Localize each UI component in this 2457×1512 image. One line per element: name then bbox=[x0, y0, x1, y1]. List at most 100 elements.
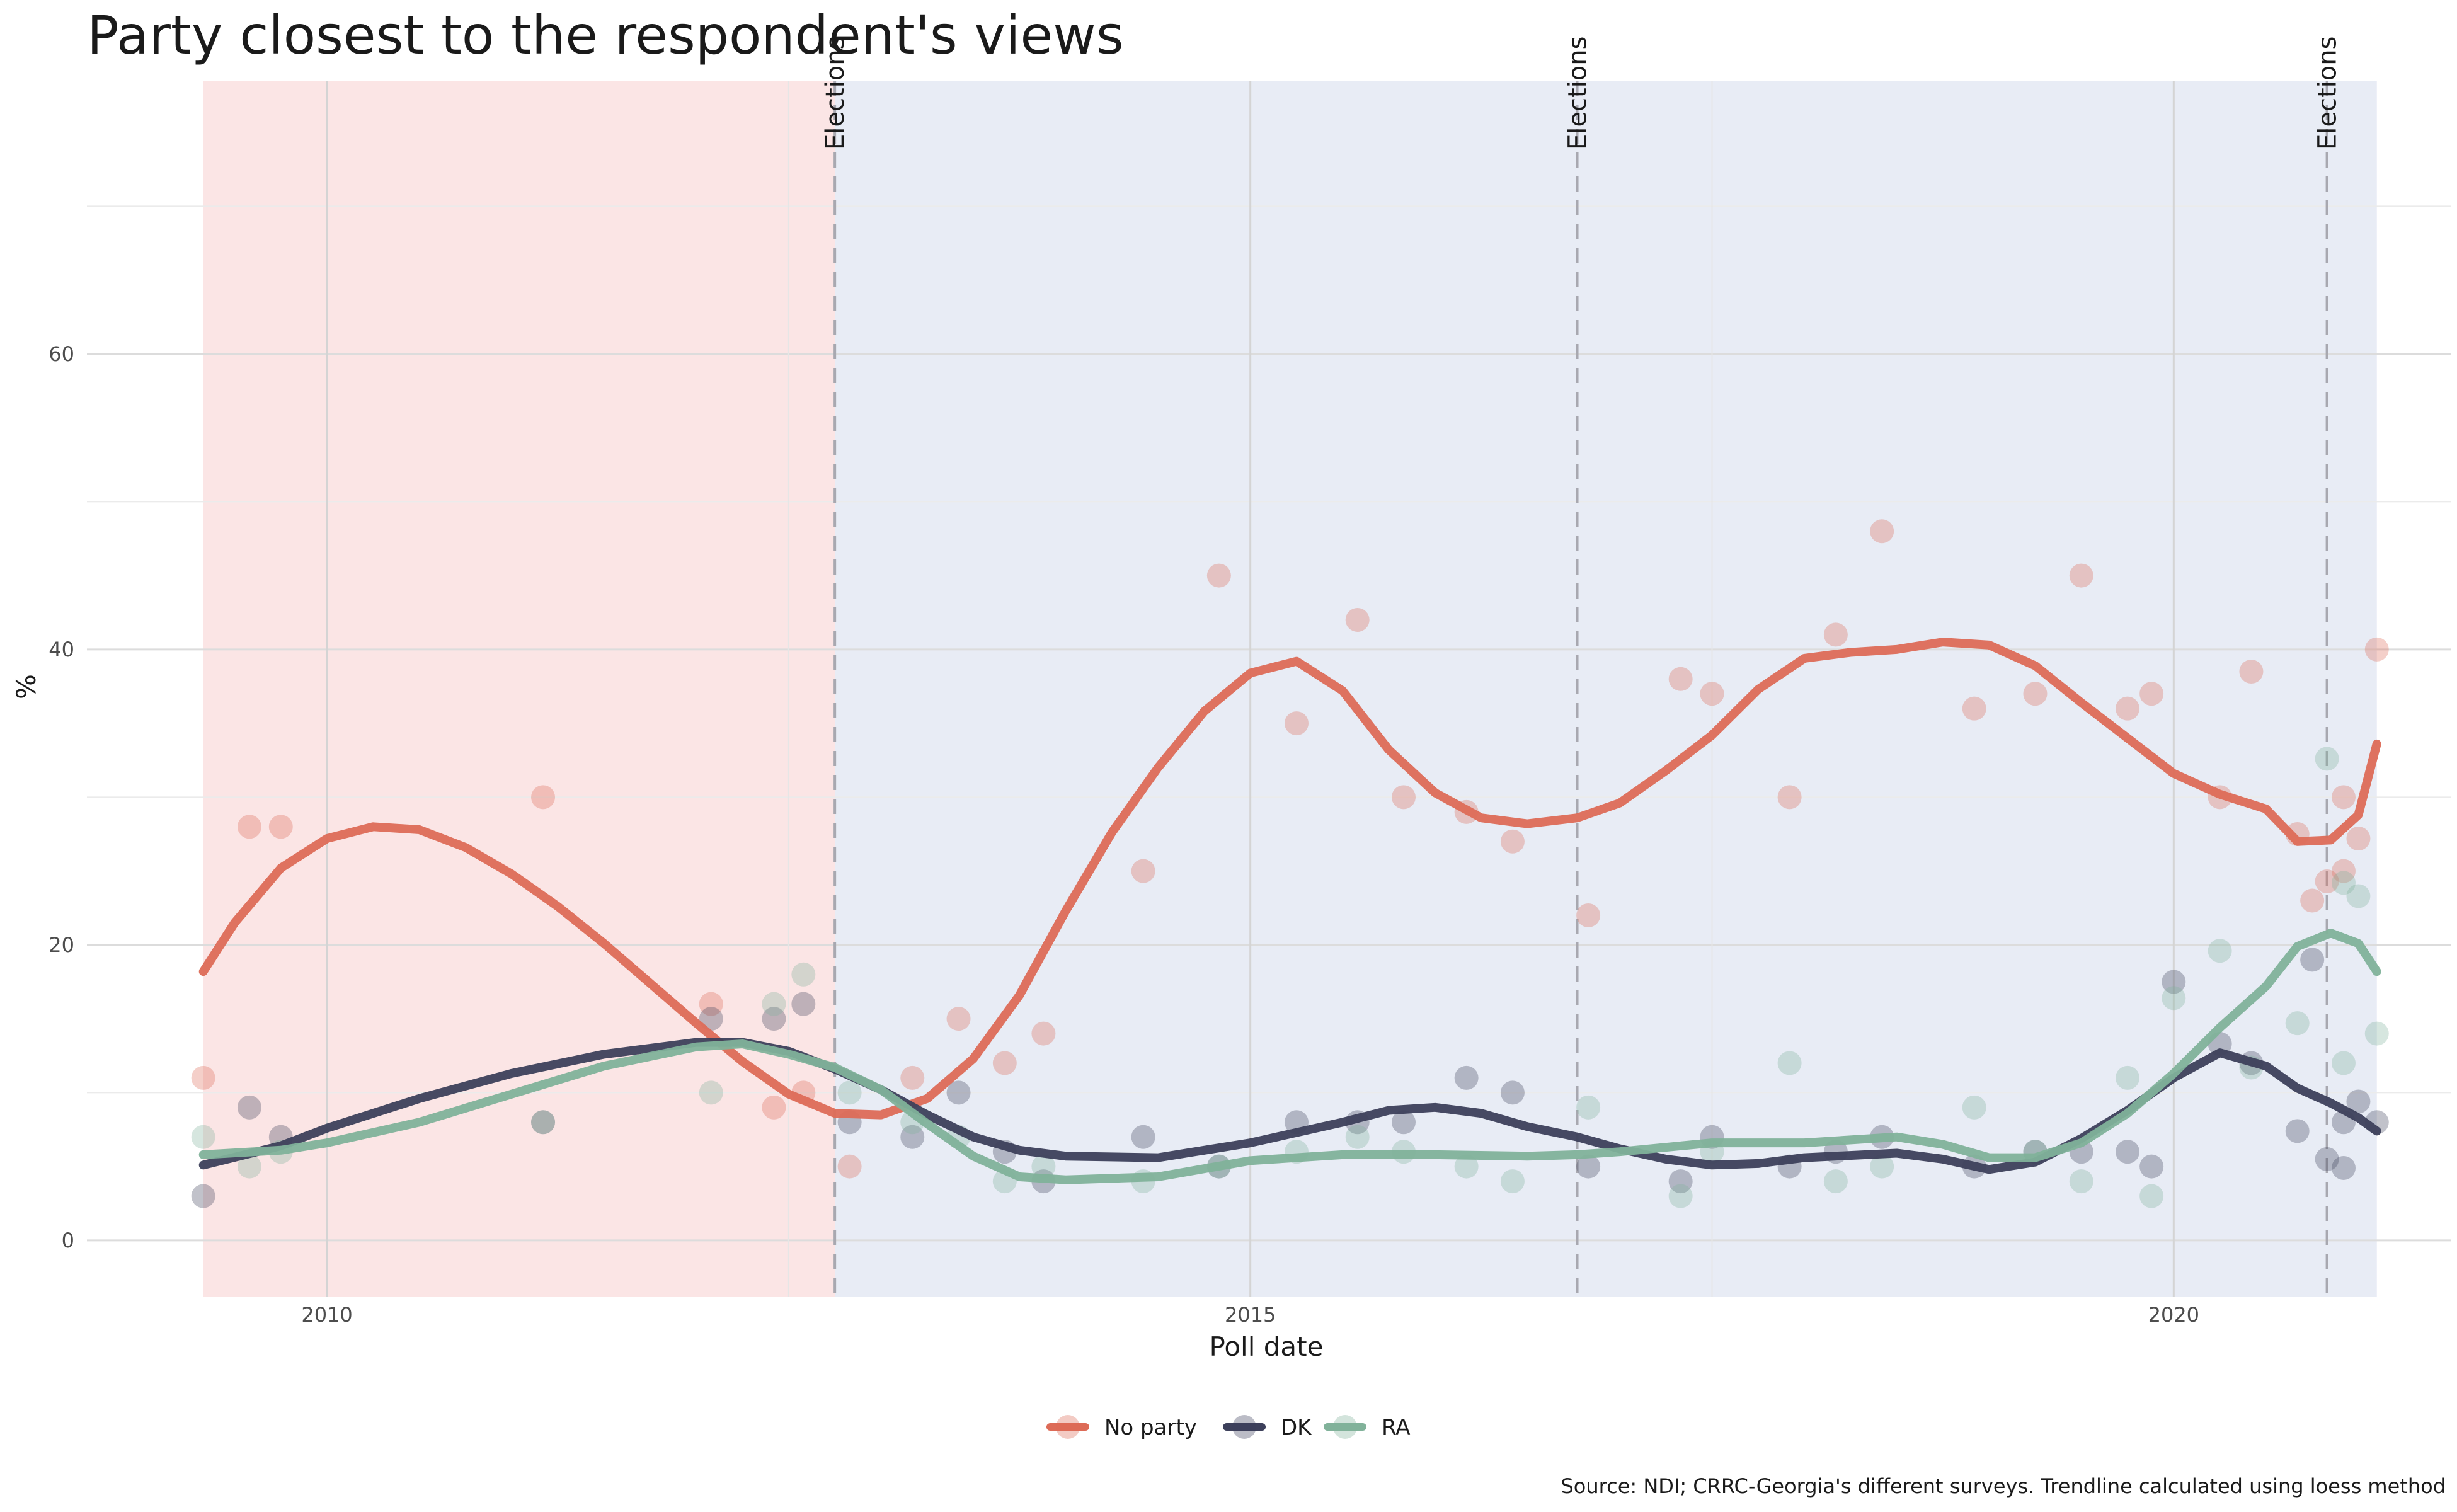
point-ra-33 bbox=[2285, 1011, 2310, 1036]
point-dk-38 bbox=[2346, 1089, 2371, 1114]
point-no-party-9 bbox=[946, 1007, 971, 1031]
point-ra-19 bbox=[1576, 1095, 1601, 1120]
period-band-0 bbox=[203, 81, 835, 1297]
point-no-party-7 bbox=[837, 1154, 862, 1179]
point-ra-5 bbox=[762, 992, 786, 1016]
point-dk-33 bbox=[2285, 1119, 2310, 1143]
period-backgrounds bbox=[203, 81, 2377, 1297]
point-no-party-37 bbox=[2346, 827, 2371, 851]
period-band-1 bbox=[835, 81, 2377, 1297]
point-no-party-14 bbox=[1284, 711, 1309, 736]
point-dk-30 bbox=[2162, 970, 2186, 994]
point-ra-31 bbox=[2208, 939, 2232, 963]
x-tick-label: 2010 bbox=[301, 1303, 352, 1327]
point-ra-18 bbox=[1500, 1169, 1525, 1194]
point-dk-28 bbox=[2116, 1140, 2140, 1164]
point-no-party-19 bbox=[1576, 903, 1601, 927]
point-dk-5 bbox=[762, 1007, 786, 1031]
point-no-party-5 bbox=[762, 1095, 786, 1120]
point-no-party-16 bbox=[1391, 785, 1416, 810]
point-no-party-1 bbox=[237, 815, 261, 839]
point-dk-29 bbox=[2139, 1154, 2164, 1179]
trend-line-no-party bbox=[198, 638, 2381, 1120]
y-tick-label: 20 bbox=[49, 933, 74, 957]
point-no-party-15 bbox=[1345, 607, 1370, 632]
point-ra-15 bbox=[1345, 1125, 1370, 1149]
point-dk-19 bbox=[1576, 1154, 1601, 1179]
legend-item-no-party: No party bbox=[1046, 1415, 1197, 1440]
point-no-party-18 bbox=[1500, 829, 1525, 854]
point-ra-27 bbox=[2069, 1169, 2093, 1194]
legend-swatch-point-no-party bbox=[1056, 1415, 1080, 1439]
point-dk-36 bbox=[2331, 1155, 2356, 1180]
trend-lines bbox=[198, 638, 2381, 1184]
point-dk-6 bbox=[791, 992, 816, 1016]
election-label-2: Elections bbox=[2313, 37, 2342, 150]
chart-title: Party closest to the respondent's views bbox=[87, 4, 1124, 66]
legend: No party DK RA bbox=[1046, 1415, 1411, 1440]
legend-swatch-point-ra bbox=[1333, 1415, 1357, 1439]
legend-label-dk: DK bbox=[1281, 1415, 1312, 1440]
point-ra-36 bbox=[2331, 871, 2356, 895]
point-no-party-24 bbox=[1870, 519, 1894, 544]
y-tick-label: 0 bbox=[62, 1228, 74, 1252]
point-ra-29 bbox=[2139, 1184, 2164, 1208]
point-ra-35 bbox=[2331, 1051, 2356, 1075]
y-tick-label: 40 bbox=[49, 638, 74, 662]
point-no-party-34 bbox=[2315, 869, 2339, 894]
point-dk-16 bbox=[1391, 1110, 1416, 1135]
point-dk-8 bbox=[900, 1125, 925, 1149]
y-tick-label: 60 bbox=[49, 342, 74, 366]
y-axis-ticks: 0 20 40 60 bbox=[49, 342, 74, 1252]
point-ra-6 bbox=[791, 962, 816, 987]
point-no-party-4 bbox=[699, 992, 723, 1016]
point-no-party-29 bbox=[2139, 682, 2164, 706]
point-ra-20 bbox=[1668, 1184, 1693, 1208]
point-ra-4 bbox=[699, 1080, 723, 1105]
point-ra-30 bbox=[2162, 986, 2186, 1011]
point-dk-18 bbox=[1500, 1080, 1525, 1105]
point-no-party-26 bbox=[2023, 682, 2048, 706]
point-dk-17 bbox=[1454, 1065, 1479, 1090]
point-no-party-36 bbox=[2331, 785, 2356, 810]
legend-item-dk: DK bbox=[1223, 1415, 1312, 1440]
point-ra-37 bbox=[2346, 884, 2371, 908]
x-axis-label: Poll date bbox=[1210, 1331, 1324, 1362]
chart-caption: Source: NDI; CRRC-Georgia's different su… bbox=[1561, 1474, 2446, 1498]
point-dk-4 bbox=[699, 1007, 723, 1031]
point-no-party-13 bbox=[1206, 563, 1231, 588]
point-ra-23 bbox=[1823, 1169, 1848, 1194]
legend-label-ra: RA bbox=[1382, 1415, 1411, 1440]
point-dk-9 bbox=[946, 1080, 971, 1105]
point-dk-3 bbox=[531, 1110, 556, 1135]
point-no-party-38 bbox=[2364, 637, 2389, 662]
y-axis-label: % bbox=[11, 674, 42, 699]
point-no-party-12 bbox=[1131, 859, 1155, 883]
point-no-party-2 bbox=[268, 815, 293, 839]
x-axis-ticks: 2010 2015 2020 bbox=[301, 1303, 2199, 1327]
point-no-party-33 bbox=[2300, 888, 2325, 913]
point-dk-0 bbox=[191, 1184, 215, 1208]
point-no-party-28 bbox=[2116, 696, 2140, 721]
point-ra-17 bbox=[1454, 1154, 1479, 1179]
x-tick-label: 2020 bbox=[2148, 1303, 2199, 1327]
point-no-party-10 bbox=[992, 1051, 1017, 1075]
point-dk-12 bbox=[1131, 1125, 1155, 1149]
point-ra-25 bbox=[1962, 1095, 1986, 1120]
point-ra-24 bbox=[1870, 1154, 1894, 1179]
point-ra-7 bbox=[837, 1080, 862, 1105]
point-dk-20 bbox=[1668, 1169, 1693, 1194]
x-tick-label: 2015 bbox=[1225, 1303, 1276, 1327]
point-ra-28 bbox=[2116, 1065, 2140, 1090]
point-no-party-21 bbox=[1700, 682, 1724, 706]
point-no-party-8 bbox=[900, 1065, 925, 1090]
point-dk-35 bbox=[2315, 1147, 2339, 1171]
point-ra-34 bbox=[2315, 747, 2339, 771]
point-no-party-35 bbox=[2331, 859, 2356, 883]
point-no-party-31 bbox=[2239, 660, 2264, 684]
point-no-party-3 bbox=[531, 785, 556, 810]
legend-swatch-point-dk bbox=[1232, 1415, 1256, 1439]
point-ra-1 bbox=[237, 1154, 261, 1179]
gridlines bbox=[87, 81, 2451, 1297]
